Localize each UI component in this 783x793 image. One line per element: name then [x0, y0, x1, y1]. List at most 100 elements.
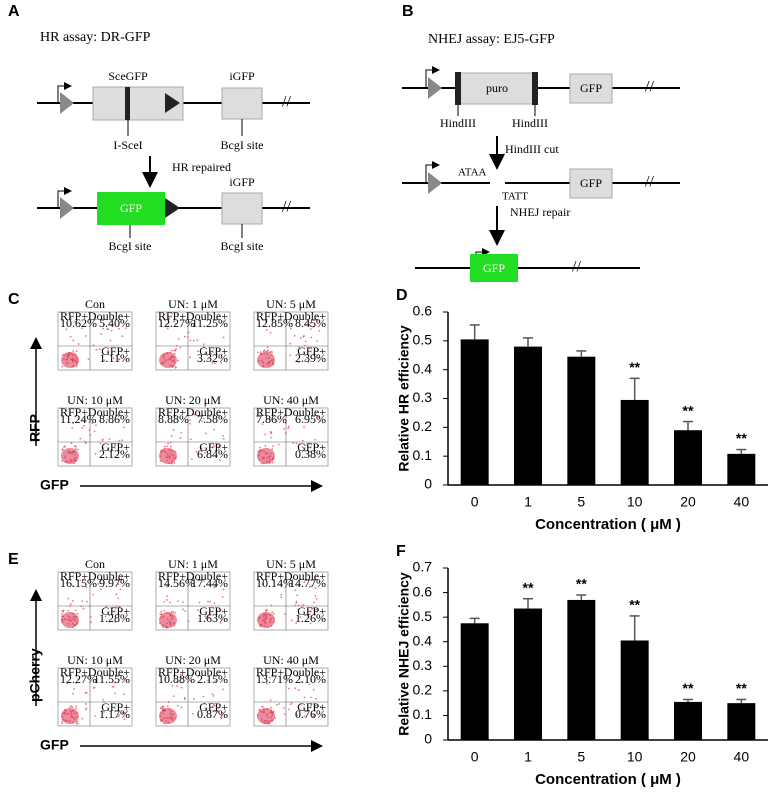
- cell-dot: [271, 461, 274, 464]
- promoter-arrow: [57, 82, 72, 103]
- cell-dot: [169, 441, 172, 444]
- cell-dot: [69, 673, 72, 676]
- cell-dot: [114, 692, 117, 695]
- panel-letter: F: [396, 543, 406, 560]
- quadrant-value: 6.84%: [197, 447, 228, 461]
- cell-dot: [298, 443, 301, 446]
- quadrant-label: GFP+: [297, 604, 326, 618]
- cell-dot: [268, 676, 271, 679]
- quadrant-value: 16.15%: [60, 576, 97, 590]
- cell-dot: [294, 589, 297, 592]
- cell-dot: [299, 615, 302, 618]
- cell-dot: [196, 339, 199, 342]
- cell-dot: [88, 605, 91, 608]
- cell-dot: [61, 612, 64, 615]
- quadrant-value: 0.38%: [295, 447, 326, 461]
- quadrant-label: GFP+: [297, 700, 326, 714]
- quadrant-label: GFP+: [297, 344, 326, 358]
- cell-dot: [204, 432, 207, 435]
- step-label: NHEJ repair: [510, 205, 570, 219]
- cell-dot: [216, 443, 219, 446]
- cell-dot: [166, 599, 168, 601]
- axis-label: GFP: [40, 477, 69, 493]
- promoter-arrow: [57, 187, 72, 208]
- bar: [620, 399, 649, 485]
- gfp-box: [470, 254, 518, 282]
- cell-dot: [271, 351, 273, 353]
- y-tick-label: 0.6: [413, 303, 433, 319]
- cell-dot: [203, 352, 206, 355]
- cell-dot: [264, 445, 267, 447]
- cell-dot: [219, 609, 222, 612]
- cell-dot: [61, 720, 64, 723]
- cell-dot: [266, 418, 269, 420]
- triangle: [165, 198, 180, 218]
- cell-dot: [293, 334, 296, 337]
- cell-dot: [118, 439, 121, 442]
- cell-dot: [308, 442, 311, 445]
- cell-dot: [166, 445, 168, 448]
- cell-dot: [217, 448, 220, 451]
- cell-dot: [217, 446, 220, 449]
- cell-dot: [203, 346, 205, 349]
- cell-dot: [192, 578, 195, 581]
- cell-dot: [304, 358, 307, 361]
- cell-dot: [84, 335, 87, 337]
- cell-dot: [190, 578, 193, 581]
- promoter: [60, 92, 74, 114]
- site-bar: [125, 87, 130, 120]
- cell-dot: [100, 710, 103, 713]
- cell-dot: [205, 616, 207, 619]
- break-mark: //: [282, 94, 291, 111]
- bar: [514, 346, 542, 485]
- cell-dot: [206, 357, 209, 360]
- gene-box: [221, 192, 263, 225]
- cell-dot: [202, 695, 205, 698]
- cell-dot: [312, 715, 315, 717]
- cell-dot: [267, 349, 269, 352]
- site-label: I-SceI: [113, 138, 142, 152]
- cell-dot: [182, 608, 185, 611]
- cell-dot: [81, 717, 84, 720]
- cell-dot: [261, 423, 264, 426]
- cell-dot: [180, 431, 183, 434]
- cell-dot: [94, 318, 97, 321]
- cell-dot: [75, 682, 78, 685]
- cell-dot: [118, 714, 121, 716]
- quadrant-label: Double+: [284, 569, 326, 583]
- cell-dot: [170, 610, 173, 613]
- cell-dot: [290, 701, 293, 704]
- cell-dot: [175, 344, 178, 347]
- quadrant-value: 13.71%: [256, 672, 293, 686]
- gene-label: GFP: [580, 81, 602, 95]
- cell-dot: [88, 418, 91, 421]
- gene-label: iGFP: [229, 69, 255, 83]
- cell-dot: [116, 454, 119, 457]
- cell-dot: [172, 611, 175, 613]
- cell-dot: [283, 428, 285, 430]
- cell-dot: [310, 704, 313, 707]
- cell-dot: [124, 414, 127, 417]
- step-label: HR repaired: [172, 160, 231, 174]
- cell-dot: [299, 709, 302, 712]
- cell-dot: [69, 317, 72, 319]
- cell-dot: [288, 708, 290, 711]
- cell-dot: [313, 713, 316, 716]
- quadrant-value: 10.62%: [60, 316, 97, 330]
- cell-dot: [112, 357, 115, 360]
- cell-dot: [119, 588, 122, 591]
- cell-dot: [207, 679, 209, 682]
- cell-dot: [259, 351, 262, 354]
- quadrant-label: GFP+: [101, 700, 130, 714]
- cell-dot: [220, 717, 223, 720]
- cell-dot: [93, 686, 96, 689]
- cell-dot: [319, 420, 322, 422]
- cell-dot: [301, 439, 304, 442]
- cell-dot: [62, 609, 65, 612]
- cell-dot: [207, 600, 209, 603]
- quadrant-value: 12.27%: [60, 672, 97, 686]
- cell-dot: [190, 581, 193, 584]
- cell-dot: [168, 601, 171, 604]
- cell-dot: [100, 333, 103, 336]
